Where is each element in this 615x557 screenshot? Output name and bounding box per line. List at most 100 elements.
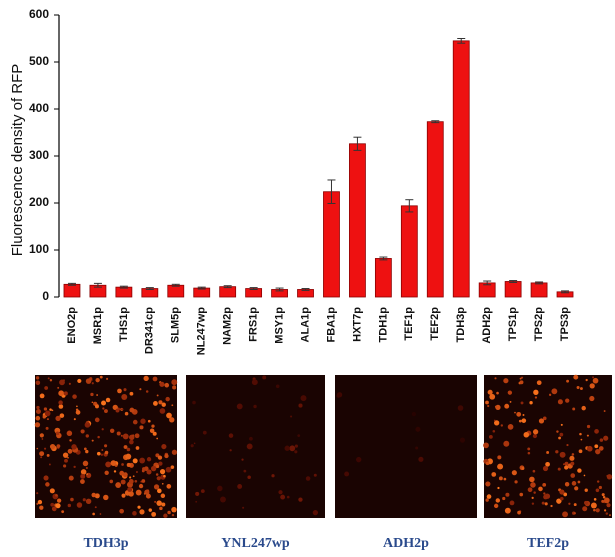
- cell: [542, 483, 546, 487]
- cell: [47, 418, 49, 420]
- cell: [289, 445, 295, 451]
- cell: [523, 414, 525, 416]
- cell: [543, 492, 545, 494]
- cell: [130, 392, 134, 396]
- cell: [97, 436, 99, 438]
- cell: [558, 468, 561, 471]
- cell: [604, 498, 610, 504]
- cell: [242, 507, 244, 509]
- cell: [559, 490, 564, 495]
- cell: [123, 388, 126, 391]
- cell: [285, 446, 290, 451]
- x-tick-label: HXT7p: [351, 307, 363, 342]
- cell: [495, 406, 497, 408]
- cell: [92, 440, 94, 442]
- cell: [574, 503, 577, 506]
- cell: [561, 424, 563, 426]
- cell: [171, 404, 173, 406]
- cell: [166, 467, 172, 473]
- cell: [86, 467, 88, 469]
- cell: [603, 436, 608, 441]
- cell: [579, 433, 582, 436]
- cell: [530, 482, 536, 488]
- cell: [247, 444, 253, 450]
- cell: [521, 377, 523, 379]
- cell: [117, 389, 122, 394]
- cell: [86, 473, 88, 475]
- cell: [276, 384, 280, 388]
- cell: [564, 465, 568, 469]
- x-tick-label: ALA1p: [299, 307, 311, 343]
- cell: [69, 439, 71, 441]
- cell: [412, 412, 416, 416]
- cell: [43, 415, 46, 418]
- cell: [76, 410, 81, 415]
- bar: [349, 144, 365, 297]
- cell: [570, 462, 574, 466]
- panel-caption: YNL247wp: [221, 536, 290, 551]
- cell: [70, 498, 74, 502]
- cell: [57, 498, 61, 502]
- cell: [39, 451, 44, 456]
- cell: [486, 462, 490, 466]
- cell: [297, 434, 300, 437]
- x-tick-label: MSR1p: [92, 307, 104, 345]
- cell: [80, 474, 85, 479]
- cell: [539, 418, 544, 423]
- cell: [106, 398, 111, 403]
- bar: [375, 258, 391, 297]
- cell: [243, 470, 246, 473]
- cell: [137, 506, 140, 509]
- cell: [35, 422, 40, 427]
- cell: [195, 501, 197, 503]
- x-tick-label: ADH2p: [481, 307, 493, 344]
- cell: [594, 498, 597, 501]
- cell: [86, 378, 92, 384]
- x-tick-label: TEF1p: [403, 307, 415, 341]
- cell: [160, 408, 166, 414]
- cell: [516, 412, 521, 417]
- cell: [496, 498, 500, 502]
- y-tick-label: 500: [29, 54, 49, 68]
- cell: [58, 400, 63, 405]
- bar: [427, 122, 443, 297]
- x-tick-label: TEF2p: [429, 307, 441, 341]
- cell: [141, 479, 145, 483]
- cell: [192, 401, 196, 405]
- bar: [453, 41, 469, 297]
- cell: [105, 461, 111, 467]
- cell: [48, 377, 50, 379]
- cell: [151, 512, 156, 517]
- cell: [278, 490, 282, 494]
- cell: [574, 512, 576, 514]
- x-tick-label: TDH1p: [377, 307, 389, 343]
- cell: [489, 435, 493, 439]
- cell: [487, 405, 489, 407]
- cell: [39, 506, 43, 510]
- cell: [127, 448, 131, 452]
- cell: [36, 409, 41, 414]
- cell: [294, 450, 297, 453]
- x-tick-label: THS1p: [118, 307, 130, 342]
- cell: [86, 499, 91, 504]
- cell: [56, 432, 60, 436]
- cell: [148, 420, 151, 423]
- cell: [586, 379, 588, 381]
- cell: [157, 394, 159, 396]
- cell: [533, 491, 535, 493]
- cell: [149, 508, 152, 511]
- cell: [298, 497, 302, 501]
- cell: [77, 379, 81, 383]
- cell: [527, 447, 530, 450]
- cell: [313, 510, 318, 515]
- cell: [483, 442, 489, 448]
- cell: [45, 411, 51, 417]
- cell: [496, 392, 499, 395]
- cell: [92, 401, 94, 403]
- cell: [549, 394, 551, 396]
- cell: [40, 456, 42, 458]
- cell: [344, 471, 349, 476]
- x-tick-label: TPS3p: [559, 307, 571, 342]
- cell: [171, 465, 175, 469]
- cell: [543, 466, 548, 471]
